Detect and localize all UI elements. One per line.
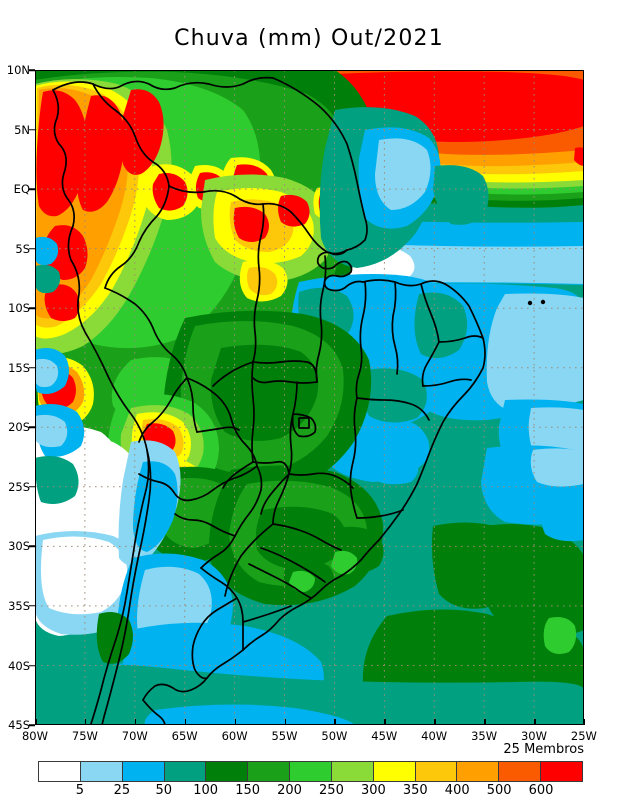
ytick-mark bbox=[29, 605, 35, 607]
xtick-mark bbox=[334, 719, 336, 725]
xtick-label-40w: 40W bbox=[421, 729, 448, 743]
ytick-mark bbox=[29, 426, 35, 429]
ytick-label-5s: 5S bbox=[15, 241, 30, 256]
colorbar-tick-350: 350 bbox=[402, 783, 428, 798]
xtick-mark bbox=[384, 719, 386, 725]
xtick-mark bbox=[184, 719, 187, 725]
colorbar-tick-300: 300 bbox=[360, 783, 386, 798]
precipitation-contour-map bbox=[35, 70, 584, 725]
xtick-mark bbox=[35, 719, 37, 725]
xtick-mark bbox=[84, 719, 87, 725]
ytick-mark bbox=[29, 69, 35, 71]
grid-lines bbox=[35, 70, 584, 725]
xtick-label-35w: 35W bbox=[471, 729, 498, 743]
colorbar-cell-2 bbox=[122, 762, 165, 781]
colorbar-cell-0 bbox=[39, 762, 81, 781]
xtick-label-45w: 45W bbox=[371, 729, 398, 743]
ytick-mark bbox=[29, 724, 35, 726]
colorbar-tick-5: 5 bbox=[75, 783, 85, 798]
ytick-label-5n: 5N bbox=[14, 122, 30, 137]
xtick-label-80w: 80W bbox=[21, 729, 48, 743]
colorbar-tick-500: 500 bbox=[486, 783, 512, 798]
ytick-mark bbox=[29, 664, 35, 667]
ytick-mark bbox=[29, 366, 35, 369]
colorbar-tick-100: 100 bbox=[193, 783, 219, 798]
colorbar-cell-4 bbox=[206, 762, 249, 781]
ytick-label-20s: 20S bbox=[8, 420, 30, 435]
colorbar-tick-600: 600 bbox=[528, 783, 554, 798]
colorbar-tick-400: 400 bbox=[444, 783, 470, 798]
ytick-label-eq: EQ bbox=[13, 182, 30, 197]
colorbar-tick-50: 50 bbox=[155, 783, 173, 798]
map-plot-area[interactable] bbox=[35, 70, 584, 725]
xtick-label-55w: 55W bbox=[271, 729, 298, 743]
xtick-mark bbox=[234, 719, 237, 725]
ytick-label-15s: 15S bbox=[8, 360, 30, 375]
colorbar-labels: 5 25 50 100 150 200 250 300 350 400 500 600 bbox=[38, 783, 583, 799]
xtick-mark bbox=[434, 719, 436, 725]
ytick-label-10n: 10N bbox=[6, 63, 30, 77]
colorbar-cell-10 bbox=[457, 762, 500, 781]
xtick-label-60w: 60W bbox=[221, 729, 248, 743]
ytick-label-25s: 25S bbox=[8, 479, 30, 494]
colorbar-tick-200: 200 bbox=[277, 783, 302, 798]
ensemble-members-label: 25 Membros bbox=[503, 742, 584, 757]
colorbar-cell-1 bbox=[80, 762, 123, 781]
xtick-label-30w: 30W bbox=[520, 729, 547, 743]
ytick-mark bbox=[29, 188, 35, 190]
xtick-label-65w: 65W bbox=[171, 729, 198, 743]
colorbar-cell-5 bbox=[248, 762, 291, 781]
xtick-label-25w: 25W bbox=[570, 729, 597, 743]
ytick-label-40s: 40S bbox=[8, 658, 30, 673]
xtick-mark bbox=[484, 719, 486, 725]
contour-fill-layer bbox=[35, 70, 584, 725]
xtick-label-75w: 75W bbox=[71, 729, 98, 743]
xtick-mark bbox=[583, 719, 586, 725]
colorbar-tick-25: 25 bbox=[113, 783, 131, 798]
ytick-label-35s: 35S bbox=[8, 598, 30, 613]
ytick-mark bbox=[29, 128, 35, 131]
colorbar-cell-7 bbox=[331, 762, 374, 781]
page-title: Chuva (mm) Out/2021 bbox=[174, 26, 444, 51]
xtick-mark bbox=[284, 719, 286, 725]
country-borders-layer bbox=[52, 76, 486, 725]
xtick-mark bbox=[534, 719, 536, 725]
ytick-label-30s: 30S bbox=[8, 539, 30, 554]
colorbar-cell-12 bbox=[541, 762, 582, 781]
colorbar-cell-6 bbox=[290, 762, 332, 781]
xtick-mark bbox=[134, 719, 137, 725]
xtick-label-50w: 50W bbox=[321, 729, 348, 743]
colorbar-tick-250: 250 bbox=[319, 783, 344, 798]
colorbar-cell-9 bbox=[415, 762, 458, 781]
ytick-mark bbox=[29, 545, 35, 548]
ytick-label-10s: 10S bbox=[8, 301, 30, 316]
colorbar-cell-3 bbox=[164, 762, 207, 781]
xtick-label-70w: 70W bbox=[121, 729, 148, 743]
ytick-label-45s: 45S bbox=[8, 718, 30, 732]
ytick-mark bbox=[29, 307, 35, 309]
colorbar-cell-11 bbox=[499, 762, 542, 781]
colorbar[interactable] bbox=[38, 761, 583, 782]
ytick-mark bbox=[29, 486, 35, 488]
ytick-mark bbox=[29, 247, 35, 250]
colorbar-tick-150: 150 bbox=[235, 783, 261, 798]
colorbar-cell-8 bbox=[373, 762, 416, 781]
